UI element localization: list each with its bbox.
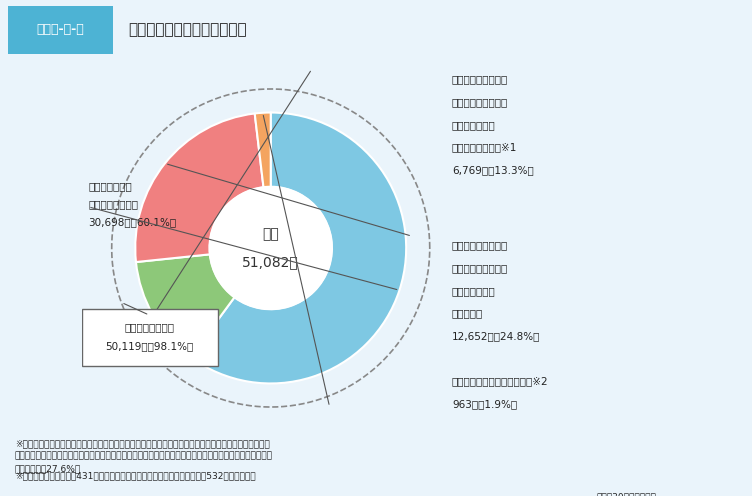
Text: 図表１-２-２: 図表１-２-２ — [36, 23, 84, 36]
Wedge shape — [190, 113, 406, 383]
Text: 有していない学校: 有していない学校 — [88, 199, 138, 209]
Text: 有していない学校※1: 有していない学校※1 — [452, 142, 517, 152]
Text: ブロック塀等を: ブロック塀等を — [88, 182, 132, 191]
Wedge shape — [255, 113, 271, 187]
Text: 外観に基づく点検の実施状況: 外観に基づく点検の実施状況 — [128, 22, 247, 37]
Text: 50,119校（98.1%）: 50,119校（98.1%） — [105, 341, 193, 351]
Text: ※１　外観に基づく点検で安全性に問題があるとされなかったブロック塀等のうち，今後も撤去等の予定
　　　がないものについては，更にブロック塀等の内部の点検が必要と: ※１ 外観に基づく点検で安全性に問題があるとされなかったブロック塀等のうち，今後… — [15, 439, 273, 473]
Text: 30,698校（60.1%）: 30,698校（60.1%） — [88, 217, 176, 227]
Text: 6,769校（13.3%）: 6,769校（13.3%） — [452, 165, 534, 175]
FancyBboxPatch shape — [82, 310, 218, 366]
Text: 外観に基づく点検で: 外観に基づく点検で — [452, 241, 508, 250]
FancyBboxPatch shape — [8, 6, 113, 54]
Text: 12,652校（24.8%）: 12,652校（24.8%） — [452, 331, 541, 341]
Text: ブロック塀等を: ブロック塀等を — [452, 286, 496, 296]
Text: 外観に基づく点検で: 外観に基づく点検で — [452, 74, 508, 85]
Text: 963校（1.9%）: 963校（1.9%） — [452, 399, 517, 409]
Wedge shape — [136, 254, 235, 357]
Text: 51,082校: 51,082校 — [242, 255, 299, 269]
Text: （平成30年８月公表）: （平成30年８月公表） — [596, 493, 656, 496]
Text: 未報告・点検が未完了の学校※2: 未報告・点検が未完了の学校※2 — [452, 376, 548, 386]
Text: 安全性に問題がある: 安全性に問題がある — [452, 263, 508, 273]
Wedge shape — [135, 114, 263, 262]
Text: 点検実施済の学校: 点検実施済の学校 — [124, 322, 174, 332]
Text: 有する学校: 有する学校 — [452, 309, 484, 318]
Text: 安全性に問題がある: 安全性に問題がある — [452, 97, 508, 107]
Text: ※２　未報告の学校数（431校）と，外観に基づく点検が未完了の学校数（532校）の合計。: ※２ 未報告の学校数（431校）と，外観に基づく点検が未完了の学校数（532校）… — [15, 472, 256, 481]
Text: ブロック塀等を: ブロック塀等を — [452, 120, 496, 130]
Circle shape — [210, 186, 332, 310]
Text: 学校: 学校 — [262, 227, 279, 241]
